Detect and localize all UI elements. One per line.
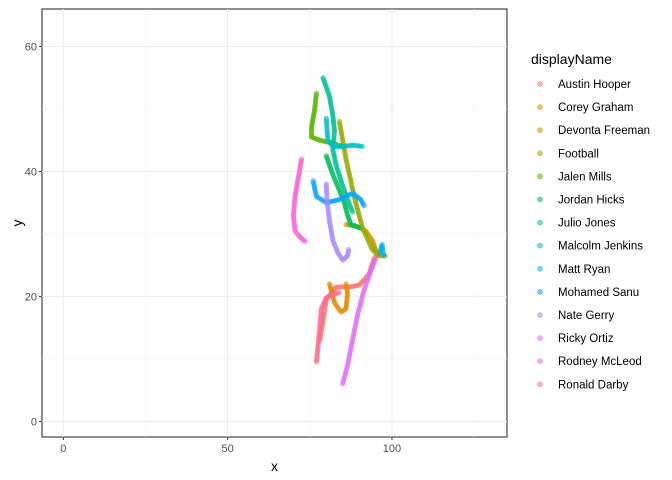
x-axis-title: x (271, 458, 278, 474)
legend-key (537, 312, 543, 318)
y-axis: 0 20 40 60 (25, 41, 42, 428)
series-rodney-mcleod (290, 156, 308, 244)
legend-label: Corey Graham (558, 102, 633, 114)
data-point (356, 225, 362, 231)
legend-item: Rodney McLeod (537, 356, 642, 368)
y-tick-label: 40 (25, 166, 37, 178)
legend-title: displayName (531, 51, 612, 67)
legend-key (537, 266, 543, 272)
data-point (361, 203, 367, 209)
legend-item: Jalen Mills (537, 171, 612, 183)
legend-key (537, 173, 543, 180)
legend-key (537, 219, 543, 226)
legend-label: Malcolm Jenkins (558, 241, 643, 253)
legend-item: Matt Ryan (537, 264, 610, 276)
panel-background (41, 8, 508, 438)
legend-label: Devonta Freeman (558, 125, 650, 137)
legend-key (537, 358, 543, 364)
legend-label: Austin Hooper (558, 79, 631, 91)
x-tick-label: 0 (60, 443, 66, 455)
data-point (359, 143, 365, 150)
legend-label: Ronald Darby (558, 379, 629, 391)
legend-label: Mohamed Sanu (558, 287, 639, 299)
series-nate-gerry (323, 181, 352, 263)
legend-key (537, 242, 543, 249)
data-point (346, 247, 352, 253)
legend-key (537, 127, 543, 133)
legend-key (537, 381, 543, 388)
legend-key (537, 335, 543, 341)
legend-label: Matt Ryan (558, 264, 610, 276)
y-tick-label: 20 (25, 291, 37, 303)
series-matt-ryan (377, 242, 387, 259)
data-point (349, 209, 356, 215)
legend-key (537, 196, 543, 203)
legend-item: Devonta Freeman (537, 125, 650, 137)
legend-key (537, 289, 543, 295)
legend-label: Football (558, 148, 599, 160)
series-ricky-ortiz (340, 256, 379, 387)
legend-item: Corey Graham (537, 102, 633, 114)
legend-item: Nate Gerry (537, 310, 614, 322)
data-points (290, 75, 388, 387)
x-axis: 0 50 100 (60, 437, 401, 455)
legend-key (537, 104, 543, 110)
y-axis-title: y (9, 220, 25, 227)
data-point (302, 238, 308, 244)
legend-item: Julio Jones (537, 218, 616, 230)
data-point (343, 281, 349, 287)
legend-label: Jordan Hicks (558, 195, 625, 207)
grid (42, 9, 507, 437)
series-ronald-darby (313, 290, 342, 365)
series-malcolm-jenkins (323, 115, 365, 150)
data-point (336, 290, 342, 296)
data-point (373, 256, 379, 262)
y-tick-label: 0 (31, 416, 37, 428)
legend-item: Malcolm Jenkins (537, 241, 643, 253)
legend-label: Nate Gerry (558, 310, 614, 322)
legend-label: Jalen Mills (558, 171, 612, 183)
legend-item: Ronald Darby (537, 379, 629, 391)
legend-item: Austin Hooper (537, 79, 631, 91)
data-point (381, 253, 387, 259)
legend-item: Ricky Ortiz (537, 333, 614, 345)
legend-label: Ricky Ortiz (558, 333, 614, 345)
y-tick-label: 60 (25, 41, 37, 53)
legend-item: Football (537, 148, 599, 160)
legend-key (537, 81, 543, 87)
legend-label: Julio Jones (558, 218, 616, 230)
legend-key (537, 150, 543, 157)
x-tick-label: 100 (383, 443, 401, 455)
x-tick-label: 50 (222, 443, 234, 455)
legend-label: Rodney McLeod (558, 356, 642, 368)
series-corey-graham (326, 281, 351, 315)
legend-item: Jordan Hicks (537, 195, 625, 207)
legend-item: Mohamed Sanu (537, 287, 639, 299)
legend: displayName Austin Hooper Corey Graham Dev… (531, 51, 650, 391)
